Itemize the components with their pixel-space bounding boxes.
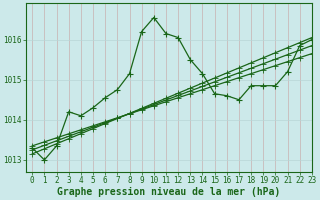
X-axis label: Graphe pression niveau de la mer (hPa): Graphe pression niveau de la mer (hPa) — [57, 186, 281, 197]
